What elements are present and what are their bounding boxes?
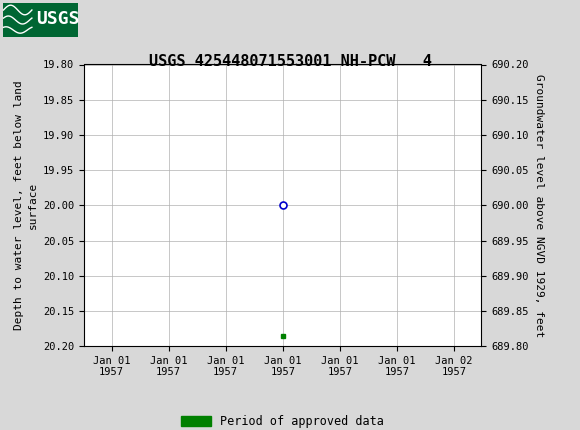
Text: USGS: USGS xyxy=(36,10,79,28)
FancyBboxPatch shape xyxy=(3,3,78,37)
Y-axis label: Depth to water level, feet below land
surface: Depth to water level, feet below land su… xyxy=(14,80,38,330)
Y-axis label: Groundwater level above NGVD 1929, feet: Groundwater level above NGVD 1929, feet xyxy=(534,74,544,337)
Text: USGS 425448071553001 NH-PCW   4: USGS 425448071553001 NH-PCW 4 xyxy=(148,54,432,69)
Legend: Period of approved data: Period of approved data xyxy=(177,411,389,430)
